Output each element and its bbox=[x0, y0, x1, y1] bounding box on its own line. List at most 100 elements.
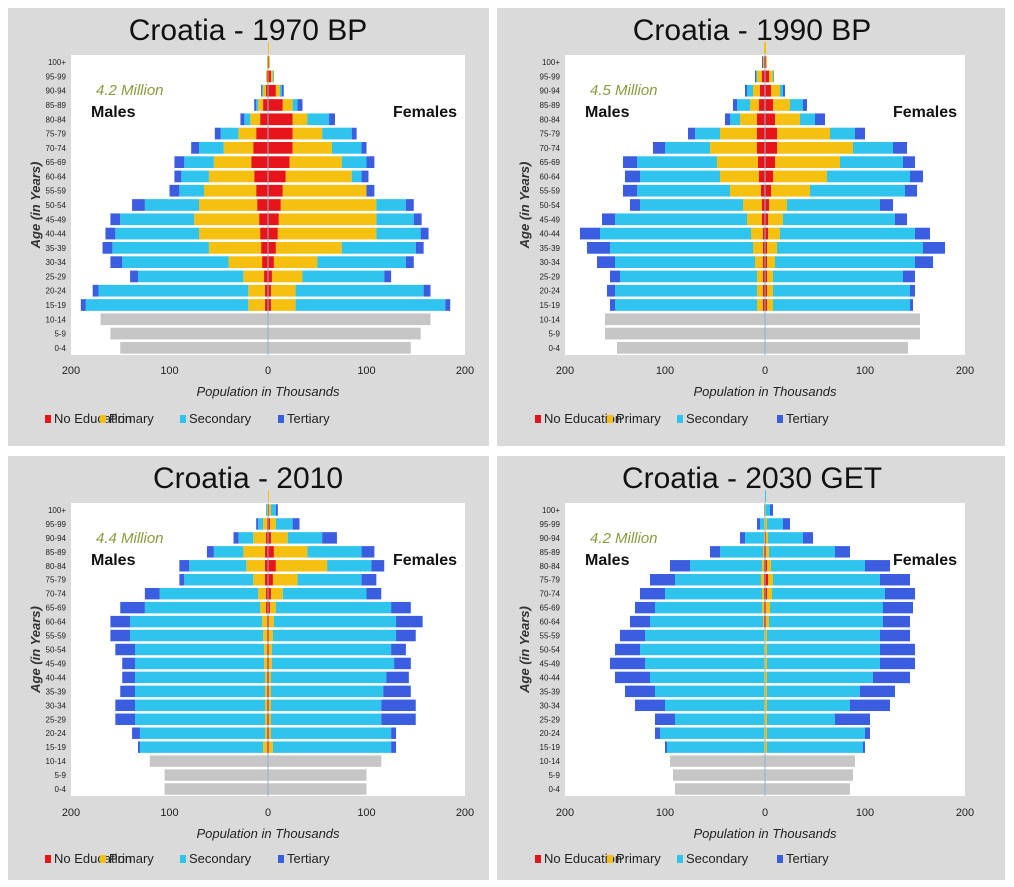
legend-label-no-education: No Education bbox=[544, 411, 622, 426]
bar-male-tertiary bbox=[762, 56, 763, 68]
bar-female-tertiary bbox=[366, 184, 375, 197]
bar-female-no-education bbox=[268, 99, 283, 111]
bar-female-secondary bbox=[270, 713, 382, 725]
age-tick-label: 25-29 bbox=[540, 715, 561, 724]
bar-female-no-education bbox=[268, 142, 293, 154]
bar-female-tertiary bbox=[366, 587, 382, 600]
bar-male-no-education bbox=[265, 546, 268, 558]
bar-male-no-education bbox=[763, 256, 765, 268]
bar-female-tertiary bbox=[329, 113, 335, 126]
legend-swatch-no-education bbox=[535, 855, 541, 863]
bar-male-secondary bbox=[179, 184, 204, 197]
children-bar-female bbox=[268, 313, 431, 326]
bar-male-tertiary bbox=[122, 671, 136, 684]
population-label: 4.2 Million bbox=[96, 82, 164, 99]
bar-male-no-education bbox=[265, 574, 268, 586]
bar-male-tertiary bbox=[630, 199, 640, 211]
bar-female-no-education bbox=[268, 113, 293, 126]
bar-female-tertiary bbox=[815, 113, 825, 126]
bar-male-primary bbox=[243, 546, 266, 558]
bar-female-no-education bbox=[268, 170, 286, 183]
bar-female-primary bbox=[765, 685, 767, 698]
bar-male-tertiary bbox=[214, 127, 221, 140]
bar-female-tertiary bbox=[413, 213, 422, 226]
bar-male-secondary bbox=[655, 685, 764, 698]
bar-female-secondary bbox=[767, 657, 880, 670]
bar-female-primary bbox=[767, 242, 777, 254]
legend-swatch-tertiary bbox=[777, 415, 783, 423]
age-tick-label: 10-14 bbox=[46, 757, 67, 766]
bar-male-tertiary bbox=[615, 671, 650, 684]
bar-female-tertiary bbox=[803, 99, 807, 111]
bar-female-tertiary bbox=[873, 671, 910, 684]
bar-female-no-education bbox=[765, 284, 767, 297]
bar-male-no-education bbox=[757, 142, 765, 154]
bar-female-primary bbox=[270, 284, 296, 297]
bar-male-tertiary bbox=[655, 713, 675, 725]
bar-female-no-education bbox=[765, 560, 767, 572]
bar-male-tertiary bbox=[130, 270, 138, 283]
bar-female-primary bbox=[777, 142, 853, 154]
bar-female-tertiary bbox=[371, 560, 385, 572]
bar-female-primary bbox=[268, 699, 271, 712]
bar-female-secondary bbox=[765, 490, 766, 502]
bar-female-secondary bbox=[295, 284, 424, 297]
bar-male-primary bbox=[710, 142, 757, 154]
bar-female-secondary bbox=[775, 256, 915, 268]
legend-swatch-secondary bbox=[180, 415, 186, 423]
bar-male-primary bbox=[763, 56, 764, 68]
bar-female-secondary bbox=[830, 127, 855, 140]
bar-female-secondary bbox=[767, 629, 880, 642]
bar-male-tertiary bbox=[120, 601, 145, 614]
bar-female-tertiary bbox=[915, 256, 933, 268]
bar-male-no-education bbox=[253, 142, 268, 154]
bar-male-no-education bbox=[251, 156, 268, 168]
bar-male-tertiary bbox=[174, 156, 185, 168]
x-tick-label: 100 bbox=[856, 807, 874, 819]
bar-female-no-education bbox=[765, 99, 773, 111]
bar-male-tertiary bbox=[757, 518, 760, 530]
age-tick-label: 0-4 bbox=[548, 344, 560, 353]
bar-female-tertiary bbox=[880, 199, 893, 211]
age-tick-label: 30-34 bbox=[46, 701, 67, 710]
age-tick-label: 25-29 bbox=[46, 272, 67, 281]
bar-male-tertiary bbox=[261, 84, 263, 97]
bar-male-no-education bbox=[762, 70, 765, 83]
bar-male-secondary bbox=[135, 699, 266, 712]
legend-swatch-tertiary bbox=[777, 855, 783, 863]
bar-male-no-education bbox=[763, 227, 765, 240]
bar-female-secondary bbox=[302, 270, 385, 283]
age-tick-label: 0-4 bbox=[548, 785, 560, 794]
bar-male-tertiary bbox=[623, 184, 637, 197]
population-label: 4.5 Million bbox=[590, 82, 658, 99]
legend-swatch-secondary bbox=[180, 855, 186, 863]
bar-male-secondary bbox=[665, 699, 764, 712]
bar-female-tertiary bbox=[445, 299, 451, 311]
bar-female-secondary bbox=[783, 213, 895, 226]
bar-female-tertiary bbox=[423, 284, 431, 297]
x-tick-label: 100 bbox=[656, 365, 674, 377]
bar-female-secondary bbox=[772, 587, 885, 600]
age-tick-label: 25-29 bbox=[46, 715, 67, 724]
age-tick-label: 15-19 bbox=[540, 743, 561, 752]
bar-female-tertiary bbox=[910, 299, 913, 311]
bar-female-tertiary bbox=[865, 560, 890, 572]
bar-female-tertiary bbox=[910, 284, 915, 297]
bar-female-tertiary bbox=[850, 699, 890, 712]
bar-male-primary bbox=[720, 170, 759, 183]
bar-female-secondary bbox=[790, 99, 803, 111]
bar-female-primary bbox=[282, 99, 293, 111]
bar-female-no-education bbox=[765, 299, 767, 311]
age-tick-label: 30-34 bbox=[46, 258, 67, 267]
bar-male-tertiary bbox=[137, 741, 140, 753]
bar-male-no-education bbox=[265, 284, 268, 297]
bar-male-primary bbox=[757, 284, 763, 297]
bar-male-primary bbox=[757, 70, 762, 83]
age-tick-label: 80-84 bbox=[46, 115, 67, 124]
bar-female-tertiary bbox=[880, 657, 915, 670]
bar-male-secondary bbox=[737, 99, 750, 111]
bar-male-secondary bbox=[600, 227, 751, 240]
bar-male-secondary bbox=[199, 142, 224, 154]
bar-female-secondary bbox=[327, 560, 372, 572]
bar-female-primary bbox=[771, 84, 780, 97]
